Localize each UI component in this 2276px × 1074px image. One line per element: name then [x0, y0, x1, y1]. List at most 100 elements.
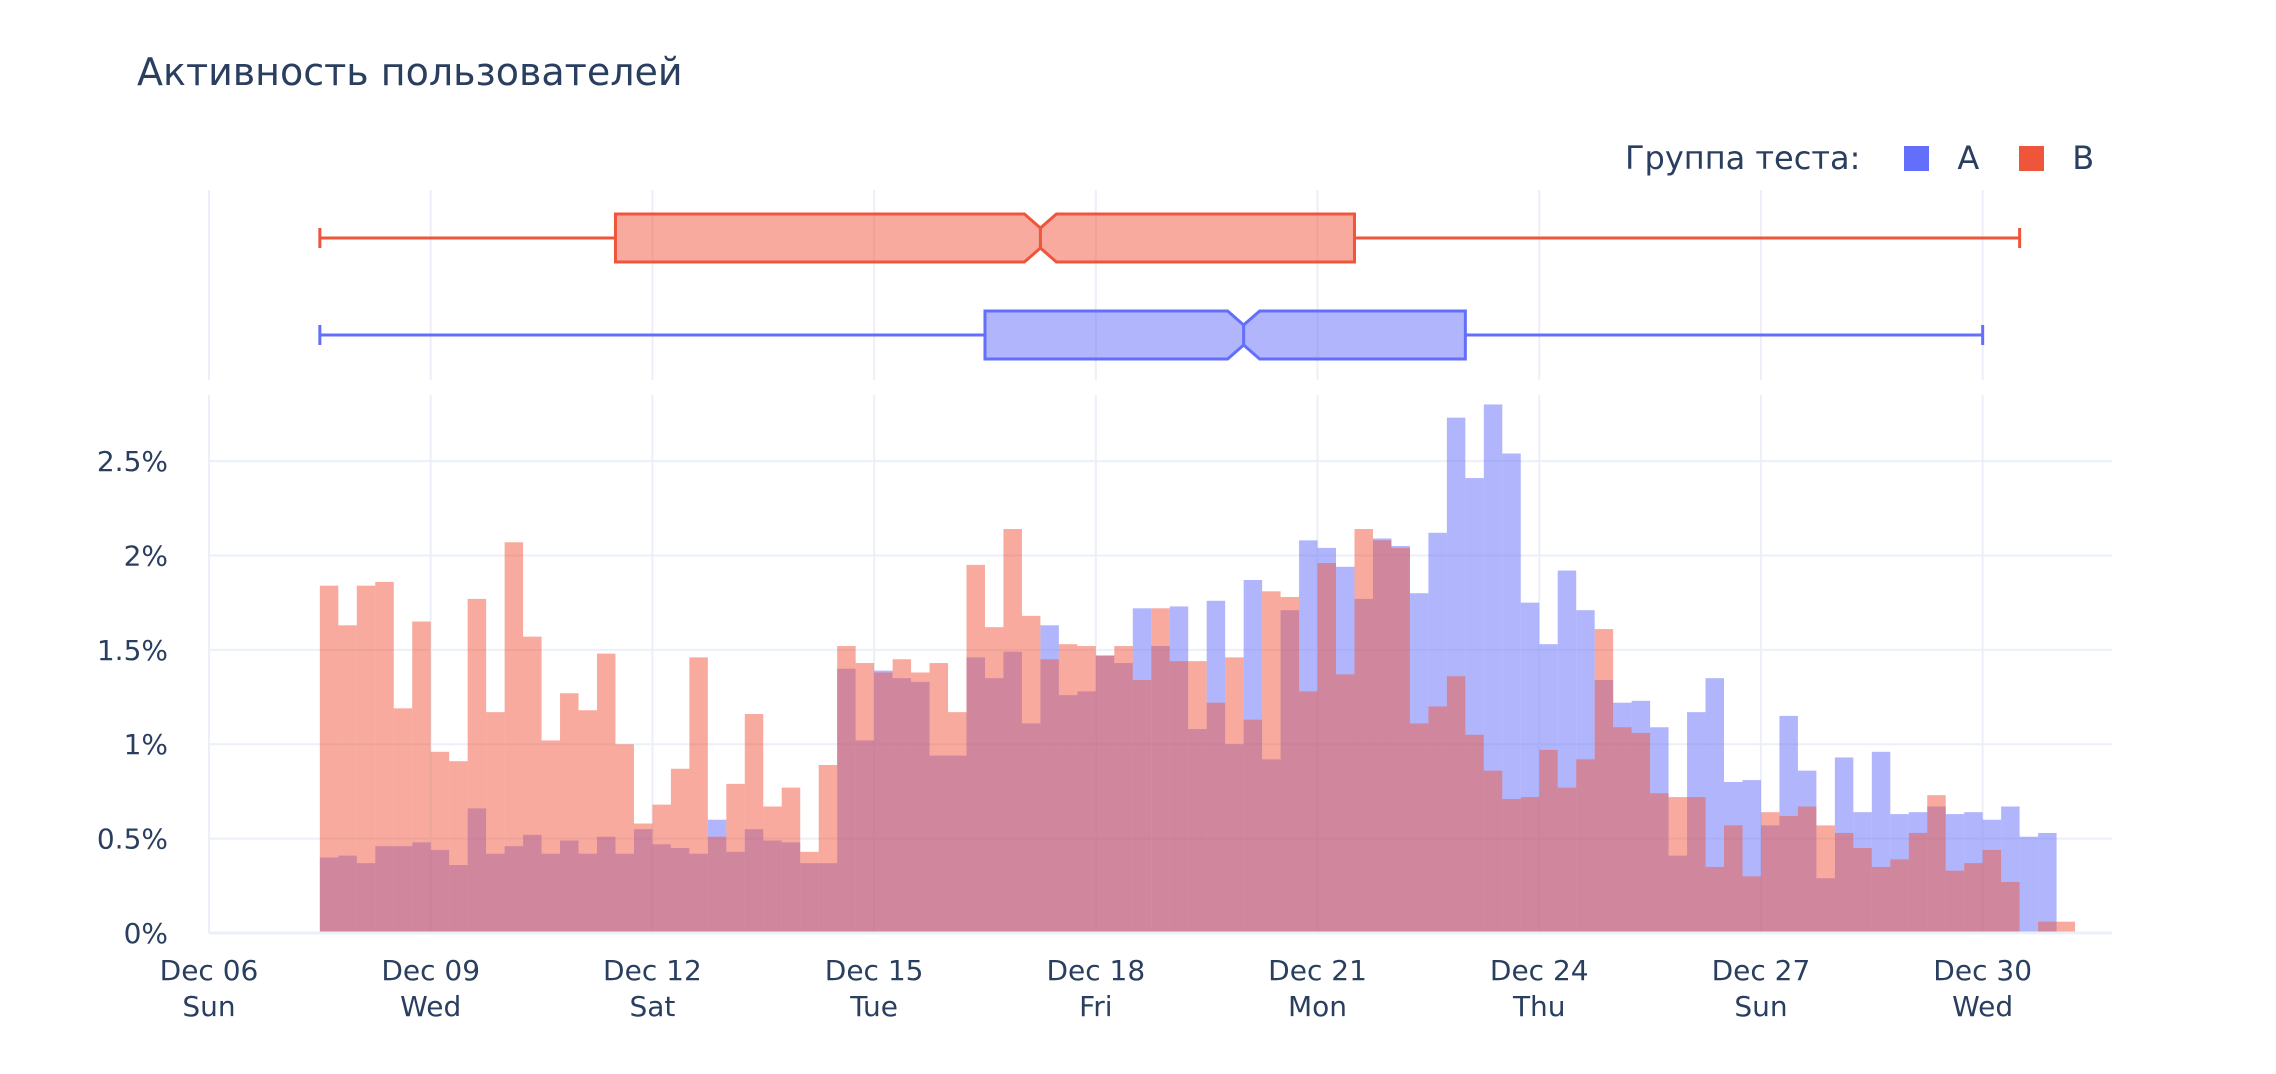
bar-b: [486, 712, 505, 933]
bar-b: [1705, 866, 1725, 933]
x-tick-label: Dec 15: [825, 954, 924, 987]
bar-a: [2019, 836, 2039, 933]
bar-b: [1280, 596, 1300, 933]
bar-b: [1576, 759, 1595, 933]
bar-b: [1853, 848, 1872, 933]
bar-b: [1520, 797, 1540, 933]
bar-b: [338, 625, 357, 933]
x-tick-sublabel: Fri: [1079, 990, 1112, 1023]
bar-b: [1557, 787, 1577, 933]
box-plot-a: [318, 309, 1985, 361]
x-tick-label: Dec 30: [1933, 954, 2032, 987]
box-plots: [318, 212, 2022, 361]
bar-b: [929, 663, 949, 933]
bar-b: [1539, 749, 1558, 933]
bar-b: [1262, 591, 1281, 933]
x-tick-label: Dec 12: [603, 954, 702, 987]
x-tick-label: Dec 21: [1268, 954, 1367, 987]
x-tick-label: Dec 27: [1712, 954, 1811, 987]
x-tick-sublabel: Sun: [182, 990, 235, 1023]
bar-b: [1502, 798, 1521, 933]
bar-b: [1317, 563, 1337, 933]
bar-b: [1058, 644, 1078, 933]
bar-b: [633, 823, 653, 933]
x-tick-label: Dec 24: [1490, 954, 1589, 987]
y-tick-label: 2%: [124, 539, 168, 572]
bar-b: [1372, 540, 1392, 933]
bar-b: [504, 542, 524, 933]
box-body-a: [983, 309, 1467, 361]
box-plot-b: [318, 212, 2022, 264]
bar-b: [560, 693, 579, 933]
x-tick-sublabel: Wed: [1952, 990, 2013, 1023]
bar-b: [1871, 866, 1891, 933]
legend-label-a: A: [1957, 139, 1980, 177]
bar-b: [1225, 657, 1244, 933]
bar-b: [800, 851, 819, 933]
bar-b: [1114, 646, 1133, 933]
legend-title: Группа теста:: [1625, 139, 1861, 177]
bar-b: [1760, 812, 1780, 933]
bar-b: [1927, 795, 1946, 933]
box-body-b: [613, 212, 1356, 264]
bar-b: [1206, 702, 1226, 933]
bar-b: [1428, 706, 1447, 933]
x-tick-sublabel: Sun: [1734, 990, 1787, 1023]
legend-swatch-b: [2019, 145, 2045, 171]
bar-b: [763, 806, 782, 933]
bar-b: [670, 768, 690, 933]
bar-b: [356, 585, 376, 933]
bar-b: [596, 653, 616, 933]
bar-b: [578, 710, 597, 933]
bar-b: [1724, 825, 1743, 933]
bar-b: [1594, 629, 1614, 933]
bar-b: [430, 751, 450, 933]
bar-b: [1631, 732, 1651, 933]
bar-b: [1816, 825, 1835, 933]
chart-title: Активность пользователей: [137, 50, 683, 94]
x-tick-label: Dec 18: [1046, 954, 1145, 987]
bar-b: [1391, 547, 1410, 933]
bar-b: [1336, 674, 1355, 933]
bar-b: [1668, 797, 1688, 933]
legend-item-a[interactable]: A: [1904, 139, 1979, 177]
bar-b: [744, 714, 764, 933]
bar-b: [1188, 661, 1207, 933]
bar-a: [2038, 832, 2057, 933]
bar-b: [1834, 832, 1854, 933]
bar-b: [1797, 806, 1817, 933]
bar-b: [1077, 646, 1096, 933]
bar-b: [1779, 815, 1798, 933]
y-tick-label: 1.5%: [97, 634, 168, 667]
histogram-bars: [319, 404, 2076, 934]
x-tick-sublabel: Wed: [400, 990, 461, 1023]
bar-b: [1169, 661, 1189, 933]
bar-b: [2038, 921, 2057, 933]
bar-b: [1446, 676, 1466, 933]
legend-item-b[interactable]: B: [2019, 139, 2094, 177]
bar-b: [1483, 770, 1503, 933]
y-tick-label: 0.5%: [97, 823, 168, 856]
bar-b: [449, 761, 468, 933]
bar-b: [707, 836, 727, 933]
bar-b: [1908, 832, 1928, 933]
bar-b: [837, 646, 856, 933]
bar-b: [892, 659, 912, 933]
y-tick-label: 0%: [124, 917, 168, 950]
bar-b: [541, 740, 561, 933]
bar-b: [1021, 615, 1041, 933]
x-tick-label: Dec 09: [381, 954, 480, 987]
bar-b: [523, 636, 542, 933]
bar-b: [1243, 719, 1263, 933]
legend-swatch-a: [1904, 145, 1930, 171]
y-tick-label: 2.5%: [97, 445, 168, 478]
bar-b: [1003, 529, 1022, 933]
bar-b: [948, 712, 967, 933]
bar-b: [1964, 863, 1983, 933]
bar-b: [2001, 882, 2020, 933]
bar-b: [1742, 876, 1761, 933]
bar-b: [1040, 659, 1059, 933]
x-tick-sublabel: Sat: [629, 990, 675, 1023]
bar-b: [1299, 691, 1318, 933]
